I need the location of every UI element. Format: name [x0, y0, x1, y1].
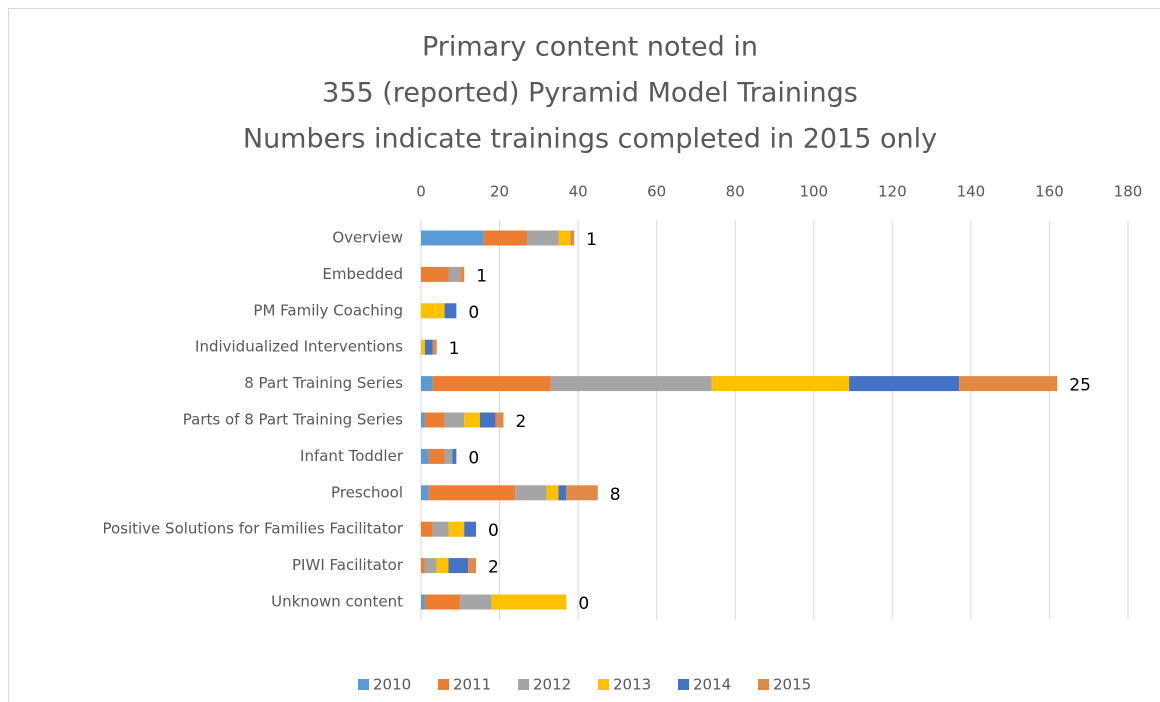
bar-segment	[424, 339, 433, 355]
bar-segment	[444, 303, 457, 319]
bar-segment	[558, 485, 567, 501]
bar-segment	[566, 485, 598, 501]
y-tick-label: Parts of 8 Part Training Series	[183, 411, 403, 429]
bar-segment	[495, 412, 504, 428]
bar-segment	[479, 412, 496, 428]
bar-segment	[421, 266, 449, 282]
x-tick-label: 40	[569, 183, 588, 201]
bar-segment	[421, 412, 425, 428]
bar-segment	[421, 594, 425, 610]
bar-segment	[428, 448, 445, 464]
x-tick-label: 180	[1114, 183, 1143, 201]
bar-segment	[483, 230, 528, 246]
y-tick-label: Preschool	[331, 483, 403, 501]
legend-swatch	[678, 679, 689, 690]
data-label: 2	[515, 412, 526, 432]
bar-segment	[711, 376, 850, 392]
x-tick-label: 0	[416, 183, 426, 201]
legend-swatch	[438, 679, 449, 690]
bar-segment	[424, 594, 461, 610]
data-label: 1	[586, 230, 597, 250]
bar-segment	[444, 448, 453, 464]
y-tick-label: PIWI Facilitator	[292, 556, 404, 574]
legend-swatch	[358, 679, 369, 690]
bar-segment	[558, 230, 571, 246]
legend-swatch	[598, 679, 609, 690]
bar-segment	[448, 558, 469, 574]
bar-segment	[421, 558, 425, 574]
legend-label: 2012	[533, 676, 571, 694]
legend-swatch	[758, 679, 769, 690]
bar-segment	[421, 485, 429, 501]
bar-segment	[515, 485, 547, 501]
bar-segment	[448, 521, 465, 537]
chart-title: Primary content noted in	[422, 32, 758, 63]
data-label: 0	[578, 594, 589, 614]
x-tick-label: 100	[799, 183, 828, 201]
bar-segment	[432, 376, 551, 392]
x-tick-label: 120	[878, 183, 907, 201]
bar-segment	[546, 485, 559, 501]
bar-segment	[424, 412, 445, 428]
bar-segment	[444, 412, 465, 428]
bar-segment	[448, 266, 461, 282]
bar-segment	[464, 412, 480, 428]
bar-segment	[436, 558, 449, 574]
legend-label: 2014	[693, 676, 731, 694]
y-tick-label: 8 Part Training Series	[244, 374, 403, 392]
bar-segment	[421, 376, 433, 392]
chart-border	[8, 8, 1160, 702]
bar-segment	[421, 230, 484, 246]
bar-segment	[550, 376, 712, 392]
data-label: 0	[468, 303, 479, 323]
data-label: 0	[488, 521, 499, 541]
x-tick-label: 60	[647, 183, 666, 201]
y-tick-label: Individualized Interventions	[195, 338, 403, 356]
bar-segment	[432, 521, 449, 537]
data-label: 2	[488, 558, 499, 578]
bar-segment	[491, 594, 567, 610]
legend-label: 2010	[373, 676, 411, 694]
bar-segment	[421, 339, 425, 355]
y-tick-label: Overview	[332, 229, 403, 247]
y-tick-label: PM Family Coaching	[253, 301, 403, 319]
data-label: 0	[468, 448, 479, 468]
legend-label: 2015	[773, 676, 811, 694]
bar-segment	[527, 230, 559, 246]
bar-segment	[468, 558, 476, 574]
bar-segment	[421, 303, 445, 319]
bar-segment	[464, 521, 476, 537]
bar-segment	[452, 448, 457, 464]
data-label: 1	[449, 339, 460, 359]
bar-segment	[421, 521, 433, 537]
legend-swatch	[518, 679, 529, 690]
y-tick-label: Infant Toddler	[300, 447, 404, 465]
x-tick-label: 140	[957, 183, 986, 201]
y-tick-label: Unknown content	[271, 593, 403, 611]
bar-segment	[959, 376, 1058, 392]
y-tick-label: Embedded	[322, 265, 403, 283]
bar-segment	[424, 558, 437, 574]
chart-title: Numbers indicate trainings completed in …	[243, 124, 937, 155]
legend-label: 2011	[453, 676, 491, 694]
chart-title: 355 (reported) Pyramid Model Trainings	[322, 78, 858, 109]
x-tick-label: 80	[726, 183, 745, 201]
bar-segment	[570, 230, 575, 246]
x-tick-label: 160	[1035, 183, 1064, 201]
bar-segment	[460, 594, 492, 610]
bar-segment	[849, 376, 960, 392]
bar-segment	[432, 339, 437, 355]
bar-segment	[428, 485, 516, 501]
data-label: 1	[476, 266, 487, 286]
y-tick-label: Positive Solutions for Families Facilita…	[102, 520, 403, 538]
data-label: 8	[610, 485, 621, 505]
bar-segment	[421, 448, 429, 464]
bar-segment	[460, 266, 465, 282]
legend-label: 2013	[613, 676, 651, 694]
x-tick-label: 20	[490, 183, 509, 201]
data-label: 25	[1069, 376, 1091, 396]
